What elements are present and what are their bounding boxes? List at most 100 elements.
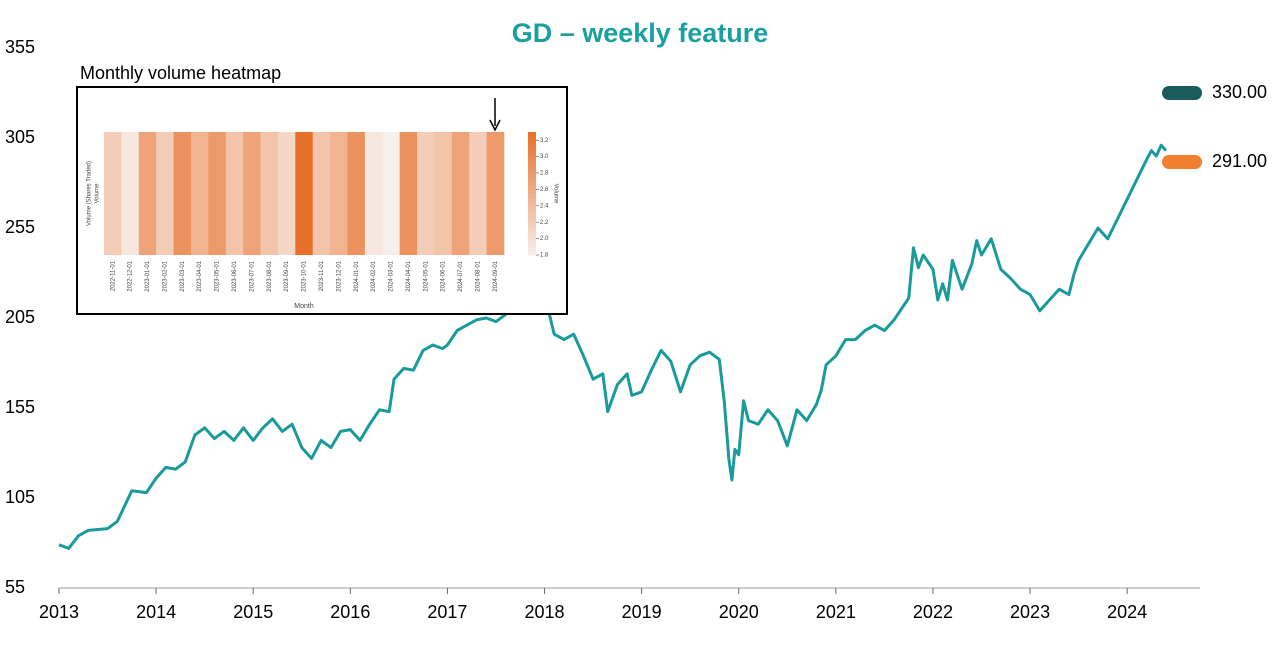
x-tick-label: 2023-03-01: [180, 260, 186, 291]
colorbar-tick-label: 2.4: [540, 203, 549, 209]
colorbar-step: [528, 205, 536, 211]
heat-cell: [451, 132, 470, 255]
x-tick-label: 2020: [719, 602, 759, 622]
y-tick-label: 355: [5, 37, 35, 57]
colorbar-step: [528, 242, 536, 248]
heat-cell: [104, 132, 122, 255]
colorbar-tick-label: 3.2: [540, 138, 549, 144]
heat-cell: [208, 132, 227, 255]
x-tick-label: 2024-03-01: [389, 260, 395, 291]
colorbar-step: [528, 214, 536, 219]
colorbar-step: [528, 218, 536, 223]
colorbar-step: [528, 197, 536, 203]
x-tick-label: 2023-05-01: [215, 260, 221, 291]
x-tick-label: 2023-07-01: [249, 260, 255, 291]
colorbar-step: [528, 136, 536, 141]
colorbar-step: [528, 185, 536, 190]
heat-cell: [382, 132, 400, 255]
x-tick-label: 2017: [427, 602, 467, 622]
x-tick-label: 2023-08-01: [267, 260, 273, 291]
colorbar-step: [528, 250, 536, 256]
x-tick-label: 2023-10-01: [302, 260, 308, 291]
x-axis-label: Month: [294, 303, 314, 310]
colorbar-step: [528, 234, 536, 240]
x-tick-label: 2024-02-01: [371, 260, 377, 291]
x-tick-label: 2024-07-01: [458, 260, 464, 291]
colorbar-step: [528, 230, 536, 235]
arrow-head: [489, 119, 501, 132]
x-tick-label: 2022: [913, 602, 953, 622]
heat-cell: [486, 132, 505, 255]
heat-cell: [243, 132, 261, 255]
chart-title: GD – weekly feature: [512, 18, 769, 48]
x-tick-label: 2013: [39, 602, 79, 622]
y-tick-label: 205: [5, 307, 35, 327]
x-tick-label: 2016: [330, 602, 370, 622]
x-tick-label: 2024-05-01: [423, 260, 429, 291]
heat-cell: [190, 132, 209, 255]
heat-cell: [121, 132, 140, 255]
heat-cell: [399, 132, 418, 255]
inset: Monthly volume heatmap 2022-11-01 2022-12…: [76, 63, 568, 315]
colorbar-step: [528, 246, 536, 252]
colorbar-tick-label: 2.2: [540, 220, 549, 226]
x-tick-label: 2023-01-01: [145, 260, 151, 291]
x-tick-label: 2024: [1107, 602, 1147, 622]
x-tick-label: 2023-02-01: [162, 260, 168, 291]
colorbar-label: Volume: [552, 183, 558, 204]
colorbar-step: [528, 132, 536, 137]
heat-cell: [173, 132, 192, 255]
heat-cell: [277, 132, 296, 255]
colorbar-tick-label: 2.8: [540, 171, 549, 177]
x-tick-label: 2023-06-01: [232, 260, 238, 291]
badge-label: 291.00: [1212, 151, 1267, 171]
x-tick-label: 2014: [136, 602, 176, 622]
colorbar-step: [528, 152, 536, 158]
colorbar-step: [528, 201, 536, 207]
heat-cell: [417, 132, 435, 255]
x-tick-label: 2021: [816, 602, 856, 622]
colorbar-step: [528, 160, 536, 166]
inset-title: Monthly volume heatmap: [80, 63, 281, 83]
colorbar-step: [528, 177, 536, 182]
badge: [1162, 86, 1202, 100]
heat-cell: [434, 132, 453, 255]
colorbar-step: [528, 193, 536, 199]
x-tick-label: 2023-11-01: [319, 260, 325, 291]
colorbar-step: [528, 156, 536, 162]
x-tick-label: 2022-11-01: [110, 260, 116, 291]
heat-cell: [295, 132, 313, 255]
x-tick-label: 2023-04-01: [197, 260, 203, 291]
x-tick-label: 2023-09-01: [284, 260, 290, 291]
plot: 55 105 155 205 255 305 355 2013 2014 2015 2016 2017…: [5, 37, 1267, 622]
colorbar-tick-label: 2.0: [540, 236, 549, 242]
colorbar-step: [528, 164, 536, 170]
x-tick-label: 2019: [622, 602, 662, 622]
y-tick-label: 305: [5, 127, 35, 147]
y-axis-label: Volume (Shares Traded): [87, 161, 93, 226]
colorbar-step: [528, 209, 536, 215]
heat-cell: [364, 132, 383, 255]
heat-cell: [330, 132, 348, 255]
badge-label: 330.00: [1212, 82, 1267, 102]
heat-cell: [156, 132, 174, 255]
x-tick-label: 2024-09-01: [493, 260, 499, 291]
heat-cell: [260, 132, 279, 255]
colorbar-step: [528, 168, 536, 174]
x-tick-label: 2018: [525, 602, 565, 622]
heat-cell: [225, 132, 244, 255]
x-tick-label: 2015: [233, 602, 273, 622]
y-tick-label: 155: [5, 397, 35, 417]
heat-cell: [312, 132, 331, 255]
x-tick-label: 2024-04-01: [406, 260, 412, 291]
colorbar-tick-label: 3.0: [540, 154, 549, 160]
heat-cell: [138, 132, 157, 255]
x-tick-label: 2024-08-01: [475, 260, 481, 291]
y-tick-label: 105: [5, 487, 35, 507]
y-tick-label: 255: [5, 217, 35, 237]
colorbar-step: [528, 238, 536, 244]
colorbar-step: [528, 181, 536, 186]
colorbar-step: [528, 189, 536, 194]
x-tick-label: 2023-12-01: [336, 260, 342, 291]
